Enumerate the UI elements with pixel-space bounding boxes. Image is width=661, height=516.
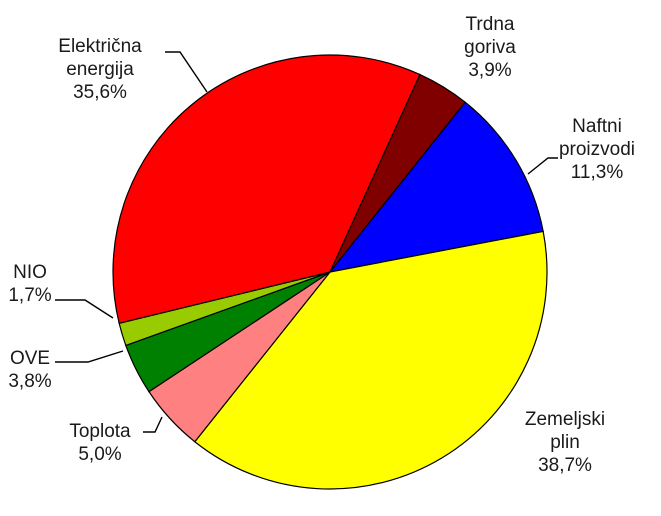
slice-label: Toplota 5,0% [69,421,131,465]
leader-line [527,157,558,175]
slice-percent: 5,0% [78,444,121,465]
leader-line [55,299,114,319]
leader-line [165,51,208,93]
slice-labels: Trdna goriva 3,9% Naftni proizvodi 11,3% Zemel… [8,14,635,476]
slice-name: Trdna [466,14,515,35]
leader-line [55,350,124,363]
pie-slices [112,54,548,490]
slice-percent: 3,9% [468,60,511,81]
slice-percent: 35,6% [73,82,127,103]
leader-lines [55,51,558,433]
slice-percent: 3,8% [8,371,51,392]
slice-name: Toplota [69,421,131,442]
slice-name: plin [550,432,580,453]
slice-name: OVE [10,348,50,369]
slice-label: Zemeljski plin 38,7% [525,409,605,476]
slice-name: proizvodi [559,139,635,160]
pie-slice [193,230,548,490]
slice-percent: 38,7% [538,455,592,476]
slice-percent: 1,7% [8,285,51,306]
slice-name: energija [66,59,134,80]
slice-name: goriva [464,37,516,58]
slice-name: Naftni [572,116,622,137]
slice-percent: 11,3% [571,162,624,183]
slice-label: Naftni proizvodi 11,3% [559,116,635,183]
slice-label: Električna energija 35,6% [58,36,142,103]
slice-label: Trdna goriva 3,9% [464,14,516,81]
slice-name: Zemeljski [525,409,605,430]
slice-name: Električna [58,36,142,57]
slice-label: NIO 1,7% [8,262,51,306]
leader-line [143,416,163,433]
slice-label: OVE 3,8% [8,348,51,392]
pie-slice [328,101,544,273]
pie-slice [112,54,421,324]
slice-name: NIO [13,262,47,283]
